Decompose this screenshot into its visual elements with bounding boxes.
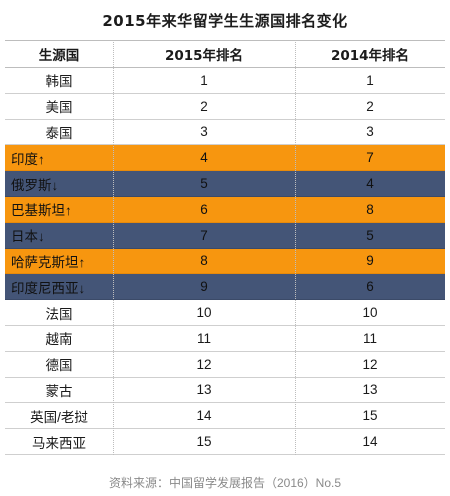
country-cell: 蒙古 — [45, 383, 73, 399]
rank-2014-cell: 8 — [366, 201, 374, 217]
header-country: 生源国 — [38, 48, 80, 64]
header-rank-2015: 2015年排名 — [164, 48, 244, 64]
rank-2014-cell: 3 — [366, 124, 374, 140]
country-cell: 泰国 — [45, 125, 73, 141]
table-row: 俄罗斯↓ 5 4 — [5, 171, 445, 197]
country-cell: 哈萨克斯坦↑ — [11, 254, 86, 270]
rank-2014-cell: 10 — [362, 305, 378, 321]
rank-2015-cell: 7 — [200, 227, 208, 243]
table-row: 日本↓ 7 5 — [5, 222, 445, 249]
country-cell: 美国 — [45, 100, 73, 116]
rank-2015-cell: 6 — [200, 201, 208, 217]
rank-2014-cell: 4 — [366, 176, 374, 192]
rank-2015-cell: 4 — [200, 150, 208, 166]
table-row: 印度↑ 4 7 — [5, 145, 445, 172]
rank-2014-cell: 15 — [362, 408, 378, 424]
rank-2014-cell: 6 — [366, 279, 374, 295]
table-row: 哈萨克斯坦↑ 8 9 — [5, 248, 445, 275]
country-cell: 俄罗斯↓ — [11, 177, 59, 193]
rank-2015-cell: 5 — [200, 176, 208, 192]
rank-2014-cell: 7 — [366, 150, 374, 166]
table-row: 印度尼西亚↓ 9 6 — [5, 274, 445, 301]
country-cell: 马来西亚 — [32, 435, 86, 451]
table-row: 韩国 1 1 — [5, 68, 445, 94]
country-cell: 日本↓ — [11, 229, 45, 245]
rank-2015-cell: 11 — [196, 330, 211, 346]
rank-2015-cell: 13 — [196, 382, 212, 398]
rank-2015-cell: 12 — [196, 356, 212, 372]
rank-2015-cell: 8 — [200, 253, 208, 269]
rank-2014-cell: 1 — [366, 72, 374, 88]
source-note: 资料来源：中国留学发展报告（2016）No.5 — [108, 476, 342, 490]
country-cell: 韩国 — [45, 74, 73, 90]
table-row: 马来西亚 15 14 — [5, 429, 445, 455]
rank-2015-cell: 15 — [196, 434, 212, 450]
rank-2015-cell: 1 — [200, 72, 208, 88]
rank-2014-cell: 12 — [362, 356, 378, 372]
rank-2014-cell: 13 — [362, 382, 378, 398]
country-cell: 巴基斯坦↑ — [11, 203, 72, 219]
table-header: 生源国 2015年排名 2014年排名 — [5, 40, 445, 68]
rank-2015-cell: 10 — [196, 305, 212, 321]
page-title: 2015年来华留学生生源国排名变化 — [102, 12, 348, 30]
country-cell: 法国 — [45, 306, 73, 322]
table-row: 英国/老挝 14 15 — [5, 403, 445, 430]
table-row: 越南 11 11 — [5, 326, 445, 352]
country-cell: 印度↑ — [11, 151, 45, 167]
country-cell: 印度尼西亚↓ — [11, 280, 86, 296]
rank-2014-cell: 9 — [366, 253, 374, 269]
rank-2015-cell: 3 — [200, 124, 208, 140]
rank-2014-cell: 14 — [362, 434, 378, 450]
rank-2014-cell: 2 — [366, 98, 374, 114]
country-cell: 德国 — [45, 358, 73, 374]
table-row: 巴基斯坦↑ 6 8 — [5, 196, 445, 223]
rank-2014-cell: 11 — [362, 330, 377, 346]
table-row: 蒙古 13 13 — [5, 378, 445, 404]
header-rank-2014: 2014年排名 — [330, 48, 410, 64]
table-row: 德国 12 12 — [5, 352, 445, 378]
ranking-table: 生源国 2015年排名 2014年排名 韩国 1 1 美国 2 2 泰国 3 3 印度↑ 4 7 俄罗斯… — [5, 40, 445, 455]
rank-2015-cell: 9 — [200, 279, 208, 295]
rank-2015-cell: 14 — [196, 408, 212, 424]
table-row: 泰国 3 3 — [5, 120, 445, 146]
rank-2015-cell: 2 — [200, 98, 208, 114]
country-cell: 越南 — [45, 332, 73, 348]
rank-2014-cell: 5 — [366, 227, 374, 243]
country-cell: 英国/老挝 — [30, 409, 88, 425]
table-row: 法国 10 10 — [5, 300, 445, 326]
table-row: 美国 2 2 — [5, 94, 445, 120]
